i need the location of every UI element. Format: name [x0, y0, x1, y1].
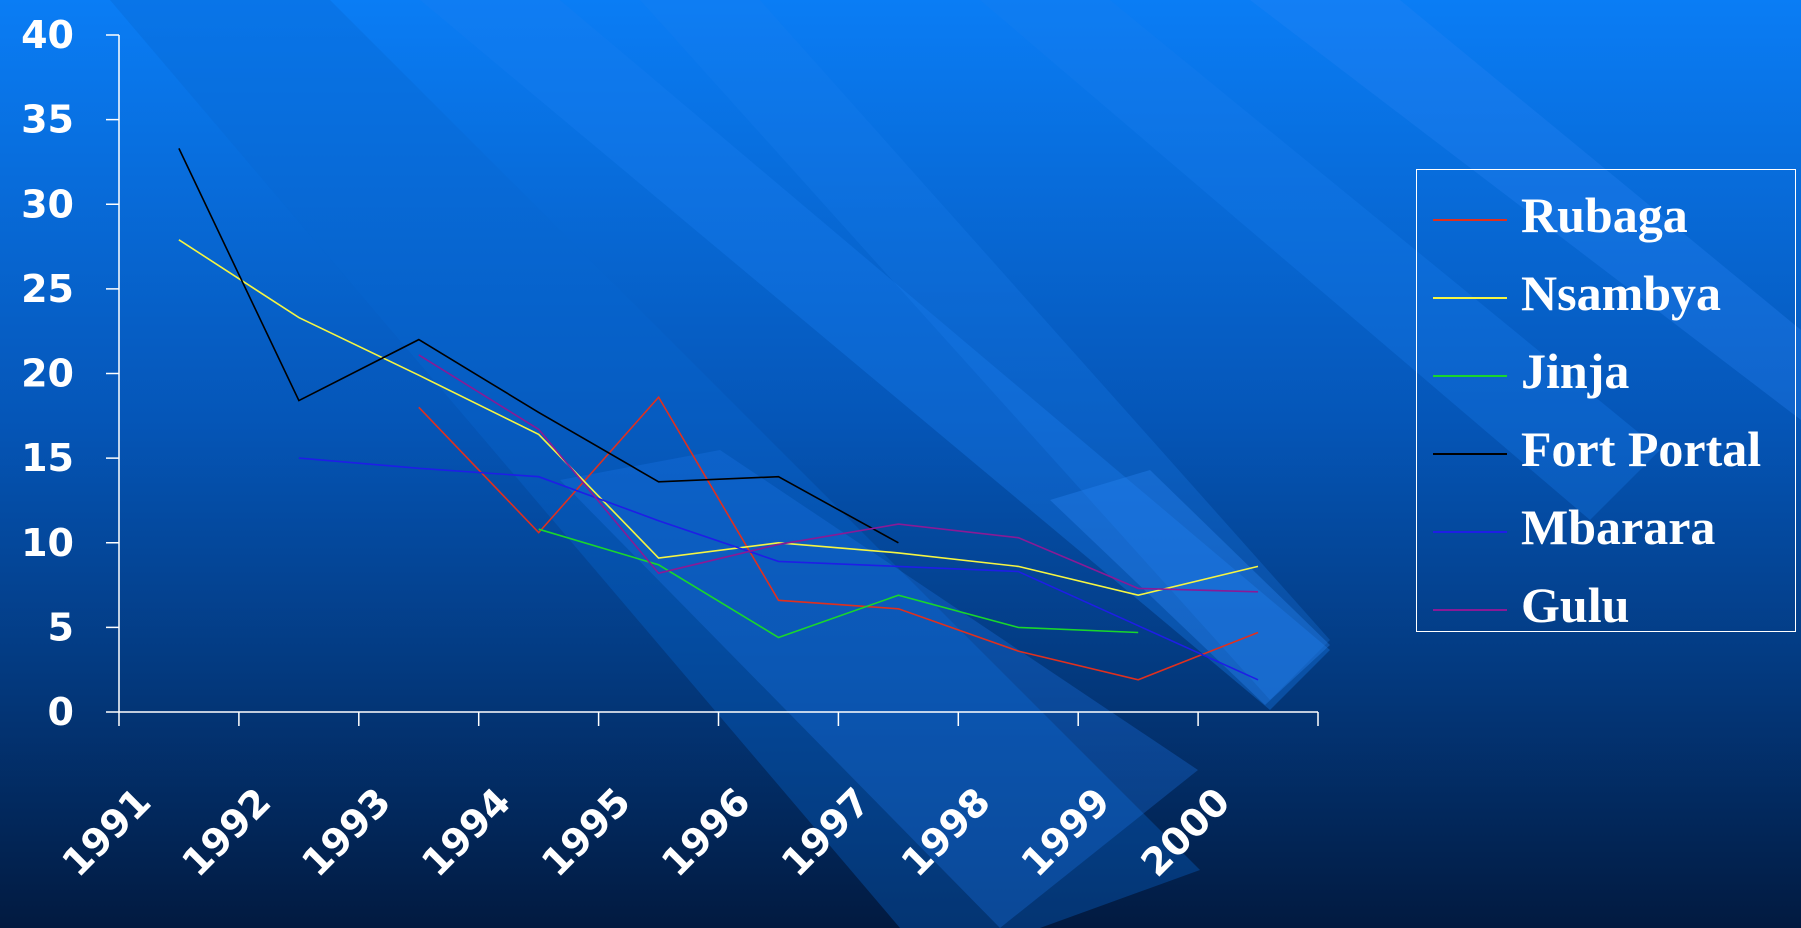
legend: Rubaga Nsambya Jinja Fort Portal Mbarara Gulu: [1416, 169, 1796, 633]
legend-item: Nsambya: [1417, 258, 1795, 321]
legend-label: Rubaga: [1521, 187, 1688, 243]
legend-swatch: [1433, 453, 1507, 455]
series-line-jinja: [538, 528, 1139, 639]
x-tick-label: 1995: [533, 779, 639, 885]
y-tick-label: 40: [21, 13, 74, 57]
y-tick-label: 0: [48, 690, 74, 734]
series-line-fort-portal: [178, 148, 899, 544]
legend-item: Gulu: [1417, 570, 1795, 633]
legend-swatch: [1433, 375, 1507, 377]
legend-label: Fort Portal: [1521, 421, 1762, 477]
series-line-nsambya: [178, 239, 1259, 597]
legend-label: Mbarara: [1521, 499, 1716, 555]
legend-label: Nsambya: [1521, 265, 1722, 321]
y-tick-label: 20: [21, 352, 74, 396]
legend-swatch: [1433, 531, 1507, 533]
legend-item: Jinja: [1417, 336, 1795, 399]
legend-item: Rubaga: [1417, 180, 1795, 243]
y-tick-label: 5: [48, 605, 74, 649]
y-tick-label: 30: [21, 182, 74, 226]
series-line-mbarara: [298, 457, 1259, 681]
legend-swatch: [1433, 609, 1507, 611]
legend-item: Mbarara: [1417, 492, 1795, 555]
x-tick-label: 1991: [53, 779, 159, 885]
background-stripes: [110, 0, 1801, 928]
legend-label: Gulu: [1521, 577, 1630, 633]
legend-item: Fort Portal: [1417, 414, 1795, 477]
y-tick-label: 15: [21, 436, 74, 480]
y-tick-label: 35: [21, 98, 74, 142]
legend-swatch: [1433, 297, 1507, 299]
x-tick-label: 1996: [653, 779, 759, 885]
x-tick-label: 1992: [173, 779, 279, 885]
series-layer: [178, 148, 1259, 681]
legend-label: Jinja: [1521, 343, 1630, 399]
series-line-rubaga: [418, 395, 1259, 681]
y-tick-label: 10: [21, 521, 74, 565]
series-line-gulu: [418, 354, 1259, 593]
legend-swatch: [1433, 219, 1507, 221]
x-tick-label: 1993: [293, 779, 399, 885]
x-tick-label: 1994: [413, 779, 519, 885]
y-tick-label: 25: [21, 267, 74, 311]
